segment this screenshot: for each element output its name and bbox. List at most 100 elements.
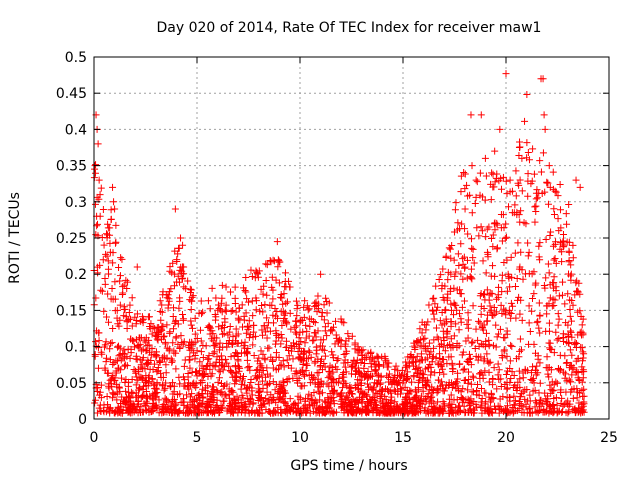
data-point [473,403,481,411]
data-point [503,378,511,386]
data-point [383,359,391,367]
data-point [487,408,495,416]
data-point [530,290,538,298]
data-point [478,227,486,235]
data-point [536,157,544,165]
data-point [366,383,374,391]
data-point [229,373,237,381]
data-point [532,371,540,379]
data-point [497,224,505,232]
data-point [479,257,487,265]
data-point [209,330,217,338]
data-point [166,328,174,336]
data-point [115,322,123,330]
data-point [419,387,427,395]
data-point [372,389,380,397]
data-point [542,274,550,282]
data-point [232,308,240,316]
y-tick-label: 0.05 [56,376,87,392]
data-point [524,239,532,247]
data-point [435,342,443,350]
data-point [430,310,438,318]
data-point [193,347,201,355]
data-point [457,388,465,396]
data-point [265,399,273,407]
y-tick-label: 0.5 [65,50,87,66]
data-point [418,329,426,337]
data-point [108,285,116,293]
data-point [217,299,225,307]
data-point [137,409,145,416]
data-point [192,368,200,376]
data-point [123,324,131,332]
data-point [484,253,492,261]
data-point [461,205,469,213]
data-point [450,381,458,389]
data-point [545,373,553,381]
data-point [373,352,381,360]
data-point [294,301,302,309]
data-point [340,350,348,358]
data-point [354,347,362,355]
data-point [517,248,525,256]
data-point [336,392,344,400]
data-point [116,399,124,407]
data-point [124,382,132,390]
data-point [305,305,313,313]
data-point [187,286,195,294]
data-point [514,296,522,304]
data-point [531,203,539,211]
data-point [468,244,476,252]
data-point [109,324,117,332]
data-point [172,365,180,373]
data-point [237,385,245,393]
data-point [120,306,128,314]
data-point [408,354,416,362]
data-point [428,354,436,362]
data-point [439,404,447,412]
data-point [580,368,588,376]
data-point [458,351,466,359]
data-point [153,368,161,376]
data-point [98,350,106,358]
data-point [160,352,168,360]
data-point [559,278,567,286]
data-point [569,254,577,262]
data-point [488,391,496,399]
data-point [340,359,348,367]
data-point [198,362,206,370]
data-point [511,249,519,257]
data-point [193,334,201,342]
data-point [269,256,277,264]
data-point [195,390,203,398]
data-point [469,254,477,262]
data-point [155,396,163,404]
data-point [487,272,495,280]
data-point [342,337,350,345]
data-point [521,395,529,403]
data-point [532,202,540,210]
data-point [167,285,175,293]
data-point [372,404,380,412]
data-point [195,406,203,414]
data-point [125,392,133,400]
data-point [244,298,252,306]
data-point [115,263,123,271]
data-point [325,367,333,375]
data-point [434,303,442,311]
data-point [536,312,544,320]
data-point [112,238,120,246]
data-point [191,404,199,412]
data-point [419,378,427,386]
data-point [481,367,489,375]
data-point [169,259,177,267]
data-point [204,408,212,416]
data-point [345,389,353,397]
data-point [535,299,543,307]
data-point [136,340,144,348]
data-point [143,342,151,350]
data-point [186,364,194,372]
data-point [229,409,237,417]
data-point [457,240,465,248]
data-point [95,176,103,184]
